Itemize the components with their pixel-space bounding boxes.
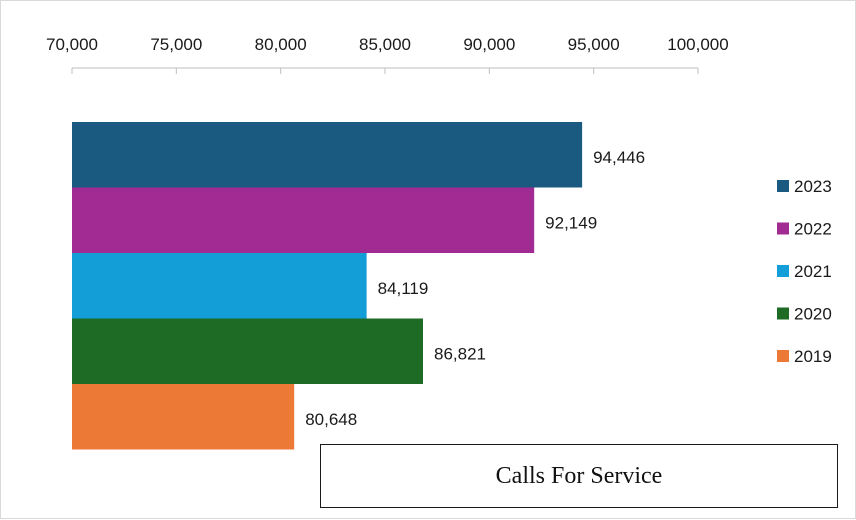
legend-label-2019: 2019 <box>794 347 832 366</box>
chart-title: Calls For Service <box>495 462 663 489</box>
x-tick-label: 75,000 <box>150 35 202 54</box>
legend-swatch-2020 <box>777 307 789 320</box>
x-tick-label: 85,000 <box>359 35 411 54</box>
x-axis: 70,000 75,000 80,000 85,000 90,000 95,000 100,… <box>46 35 729 74</box>
legend-label-2022: 2022 <box>794 220 832 239</box>
legend-swatch-2022 <box>777 222 789 235</box>
bars <box>72 122 583 450</box>
bar-2020 <box>72 318 423 384</box>
bar-2021 <box>72 253 367 319</box>
legend-swatch-2019 <box>777 350 789 362</box>
legend-swatch-2023 <box>777 180 789 192</box>
legend-label-2023: 2023 <box>794 177 832 196</box>
value-labels: 94,446 92,149 84,119 86,821 80,648 <box>305 148 645 429</box>
legend: 2023 2022 2021 2020 2019 <box>777 177 832 366</box>
value-label-2023: 94,446 <box>593 148 645 167</box>
chart-title-box: Calls For Service <box>320 444 838 508</box>
bar-2023 <box>72 122 583 188</box>
x-tick-label: 90,000 <box>463 35 515 54</box>
value-label-2020: 86,821 <box>434 345 486 364</box>
legend-label-2021: 2021 <box>794 262 832 281</box>
value-label-2021: 84,119 <box>378 279 429 298</box>
x-tick-label: 95,000 <box>568 35 620 54</box>
legend-swatch-2021 <box>777 265 789 277</box>
value-label-2022: 92,149 <box>545 214 597 233</box>
legend-label-2020: 2020 <box>794 305 832 324</box>
x-tick-label: 100,000 <box>667 35 728 54</box>
value-label-2019: 80,648 <box>305 410 357 429</box>
bar-2022 <box>72 187 535 253</box>
x-tick-label: 70,000 <box>46 35 98 54</box>
bar-2019 <box>72 384 295 450</box>
x-tick-label: 80,000 <box>255 35 307 54</box>
